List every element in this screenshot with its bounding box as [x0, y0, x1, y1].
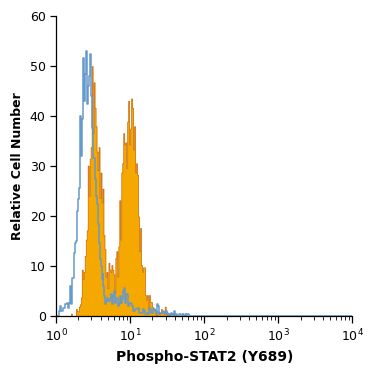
X-axis label: Phospho-STAT2 (Y689): Phospho-STAT2 (Y689): [116, 350, 293, 364]
Y-axis label: Relative Cell Number: Relative Cell Number: [11, 92, 24, 240]
